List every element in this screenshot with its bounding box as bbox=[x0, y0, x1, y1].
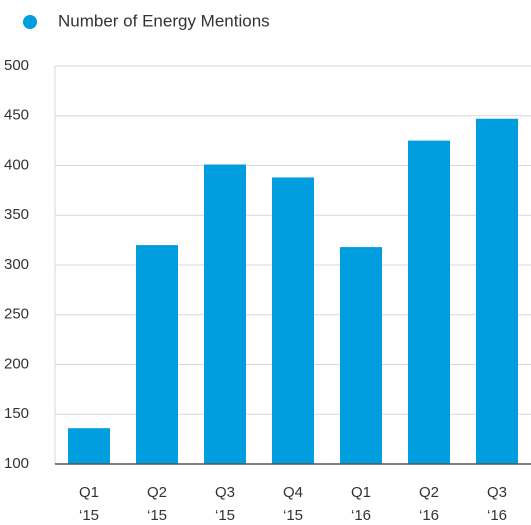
x-tick-label: ‘15 bbox=[79, 507, 99, 524]
bar bbox=[408, 140, 450, 464]
bar bbox=[476, 118, 518, 465]
x-tick-label: Q3 bbox=[215, 484, 235, 501]
y-tick-label: 100 bbox=[4, 455, 29, 472]
bar bbox=[204, 164, 246, 464]
y-tick-label: 300 bbox=[4, 256, 29, 273]
x-tick-label: Q4 bbox=[283, 484, 303, 501]
y-tick-label: 500 bbox=[4, 57, 29, 74]
y-tick-label: 150 bbox=[4, 405, 29, 422]
y-tick-label: 250 bbox=[4, 306, 29, 323]
y-tick-label: 350 bbox=[4, 206, 29, 223]
y-tick-label: 200 bbox=[4, 355, 29, 372]
bar bbox=[68, 428, 110, 464]
bar bbox=[136, 245, 178, 464]
x-tick-label: ‘16 bbox=[419, 507, 439, 524]
x-tick-label: Q3 bbox=[487, 484, 507, 501]
x-tick-label: ‘16 bbox=[351, 507, 371, 524]
x-tick-label: ‘15 bbox=[215, 507, 235, 524]
y-tick-label: 450 bbox=[4, 107, 29, 124]
x-tick-label: Q2 bbox=[147, 484, 167, 501]
x-tick-label: ‘15 bbox=[283, 507, 303, 524]
x-tick-label: ‘16 bbox=[487, 507, 507, 524]
legend-swatch bbox=[23, 15, 37, 29]
y-tick-label: 400 bbox=[4, 156, 29, 173]
x-tick-label: Q1 bbox=[351, 484, 371, 501]
x-tick-label: Q2 bbox=[419, 484, 439, 501]
bar bbox=[272, 177, 314, 464]
bar bbox=[340, 247, 382, 464]
x-tick-label: Q1 bbox=[79, 484, 99, 501]
legend-label: Number of Energy Mentions bbox=[58, 11, 270, 30]
x-tick-label: ‘15 bbox=[147, 507, 167, 524]
